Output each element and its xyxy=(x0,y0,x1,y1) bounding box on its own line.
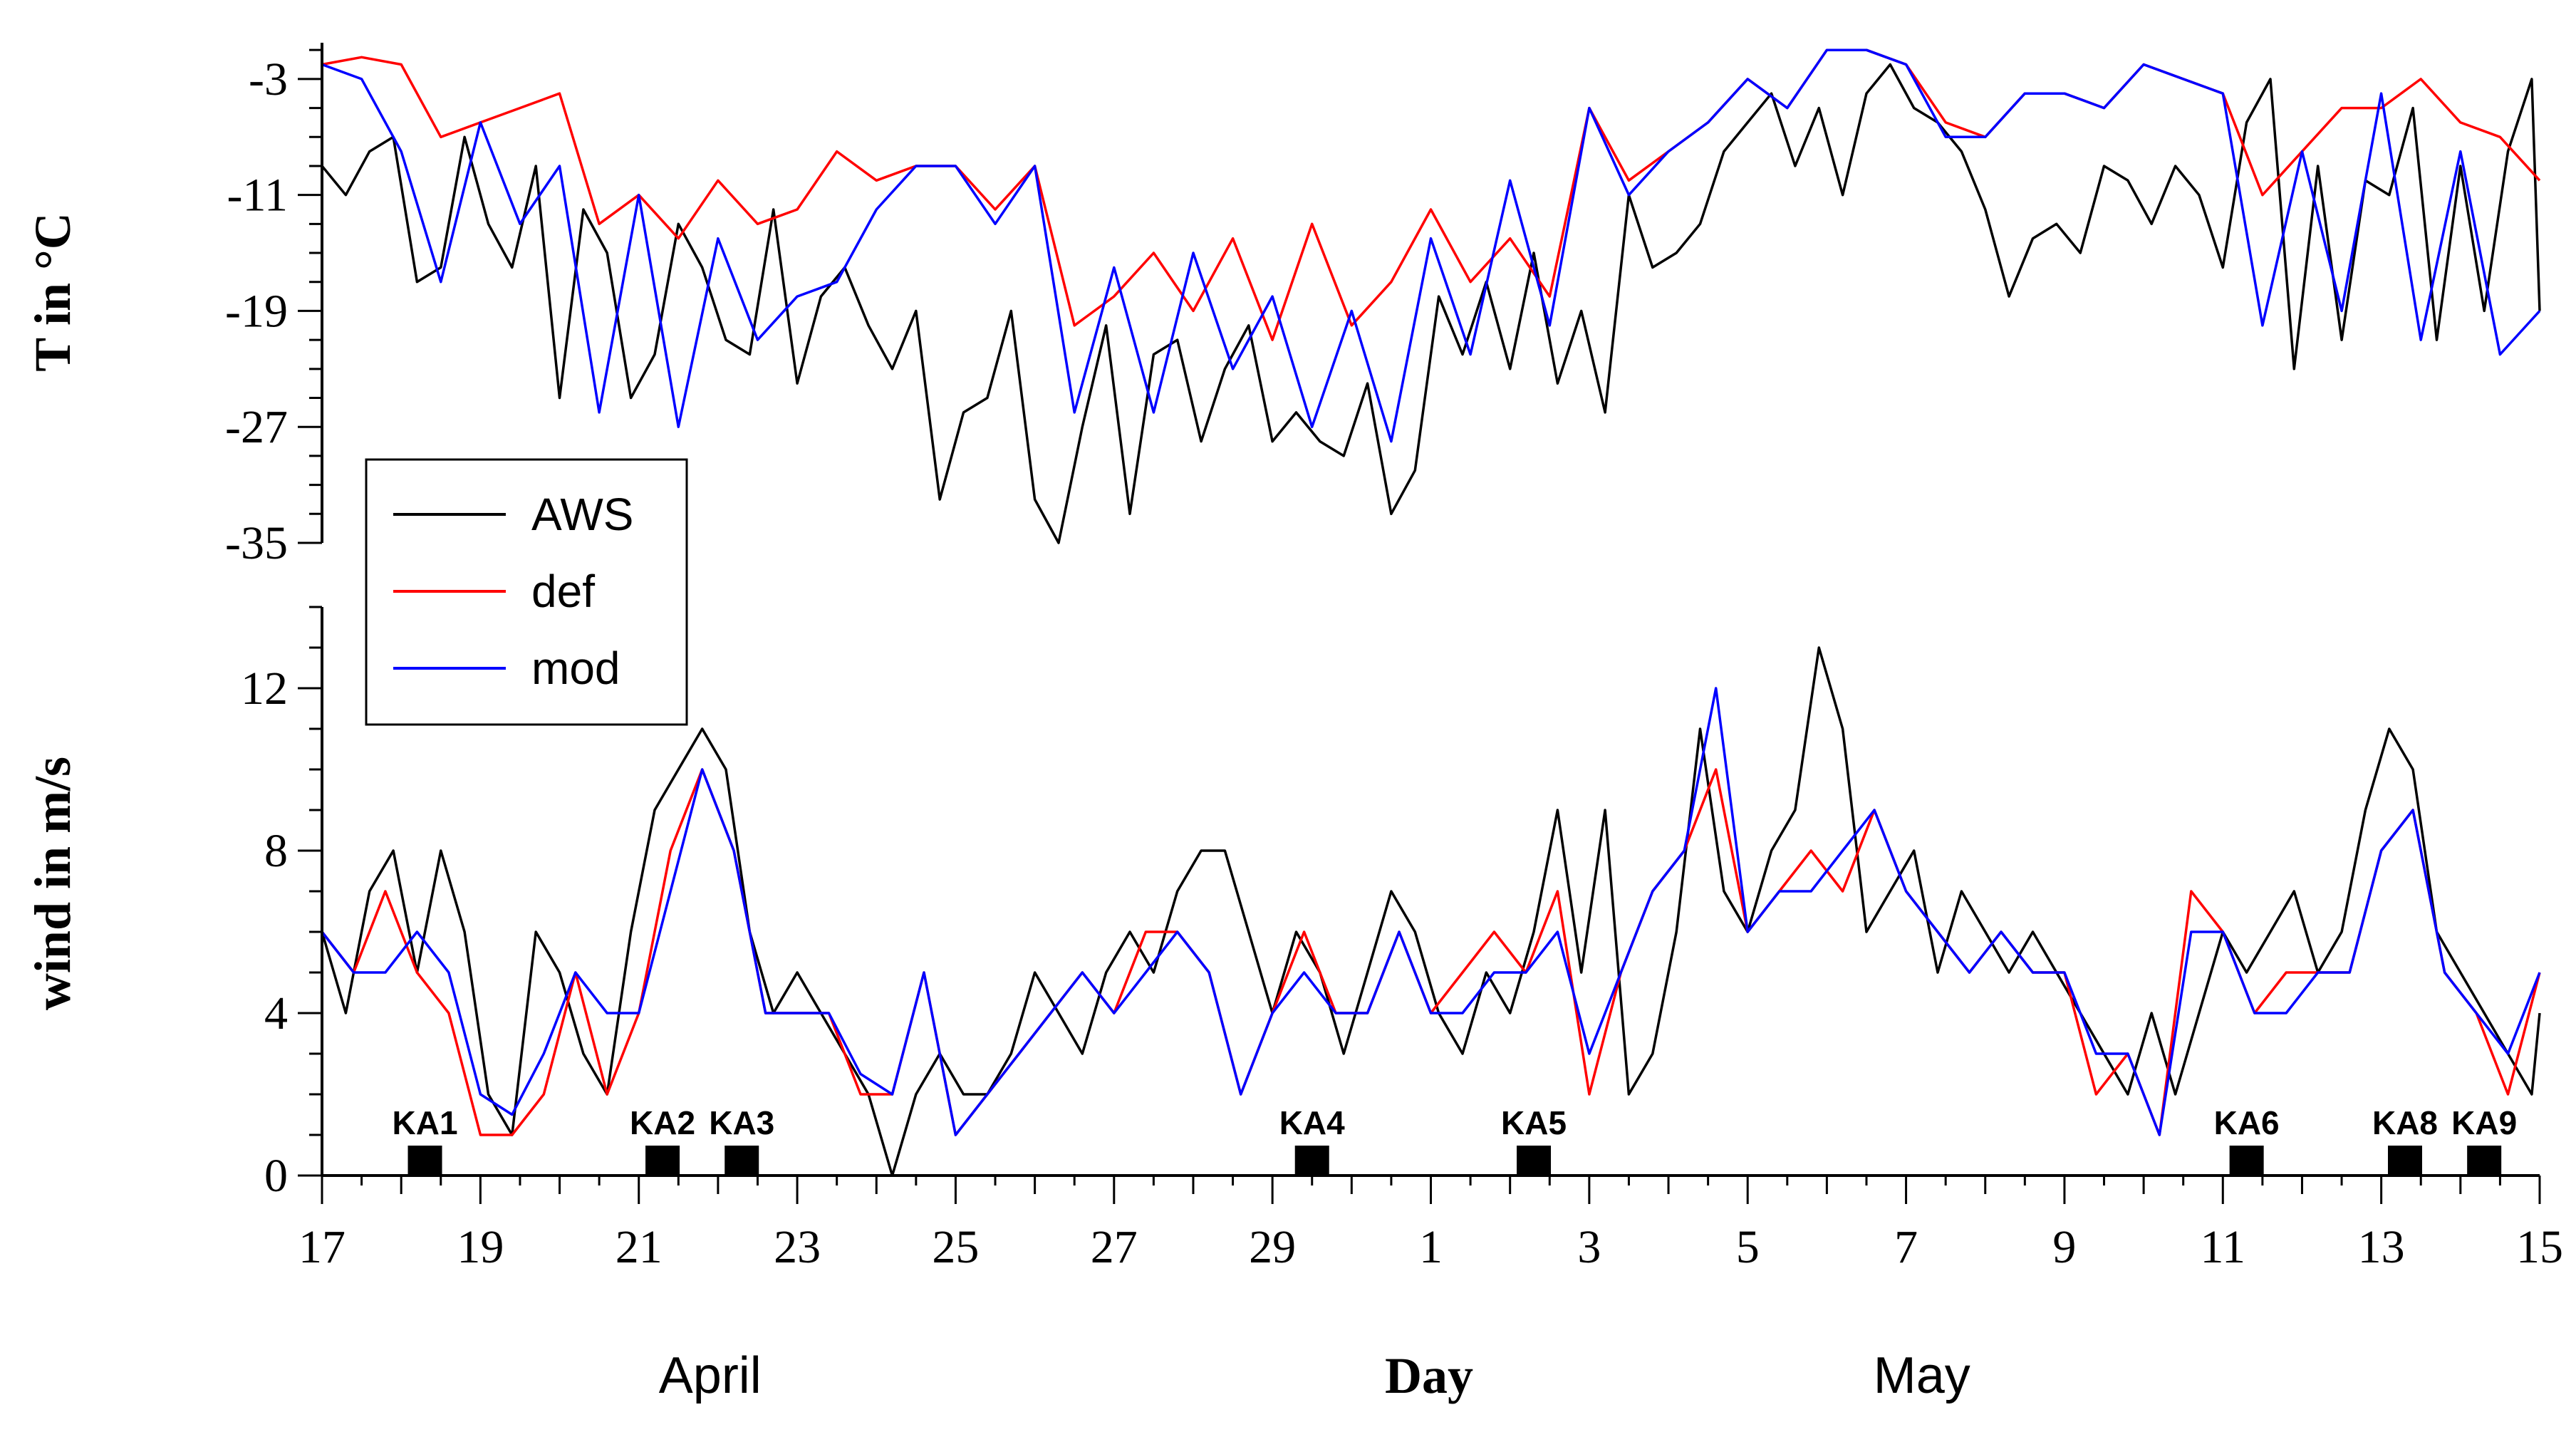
x-tick-label: 23 xyxy=(774,1221,821,1273)
x-tick-label: 19 xyxy=(457,1221,504,1273)
temperature-panel: -35 -27 -19 -11 -3 T in °C xyxy=(24,43,2541,569)
wind-y-tick-label: 4 xyxy=(264,987,288,1039)
temperature-y-ticks: -35 -27 -19 -11 -3 xyxy=(225,48,322,569)
legend-label-aws: AWS xyxy=(531,489,633,540)
x-axis: 17 19 21 23 25 27 29 1 3 5 7 9 11 13 15 April May Day xyxy=(298,1174,2563,1404)
temperature-y-tick-label: -11 xyxy=(227,170,288,222)
event-label: KA4 xyxy=(1279,1104,1345,1141)
event-marker xyxy=(2387,1146,2422,1177)
month-label: April xyxy=(659,1347,762,1404)
x-tick-label: 25 xyxy=(932,1221,979,1273)
x-ticks: 17 19 21 23 25 27 29 1 3 5 7 9 11 13 15 xyxy=(298,1176,2563,1273)
wind-y-tick-label: 8 xyxy=(264,825,288,877)
event-marker xyxy=(1294,1146,1329,1177)
temperature-series xyxy=(321,48,2541,544)
event-label: KA2 xyxy=(630,1104,695,1141)
wind-axis-title: wind in m/s xyxy=(24,757,81,1010)
wind-series xyxy=(321,646,2541,1177)
legend-label-def: def xyxy=(531,566,595,617)
event-marker xyxy=(2229,1146,2264,1177)
event-label: KA3 xyxy=(709,1104,774,1141)
event-label: KA9 xyxy=(2451,1104,2517,1141)
wind-y-tick-label: 0 xyxy=(264,1150,288,1202)
x-tick-label: 29 xyxy=(1249,1221,1296,1273)
x-tick-label: 27 xyxy=(1091,1221,1138,1273)
event-label: KA6 xyxy=(2214,1104,2280,1141)
x-tick-label: 1 xyxy=(1419,1221,1443,1273)
event-marker xyxy=(1517,1146,1552,1177)
x-tick-label: 17 xyxy=(298,1221,346,1273)
temperature-y-tick-label: -3 xyxy=(249,53,288,105)
event-label: KA8 xyxy=(2372,1104,2438,1141)
event-marker xyxy=(2467,1146,2502,1177)
legend: AWS def mod xyxy=(365,458,688,726)
temperature-y-tick-label: -27 xyxy=(225,401,288,453)
x-tick-label: 5 xyxy=(1736,1221,1760,1273)
temperature-def-line xyxy=(321,48,2541,341)
x-tick-label: 9 xyxy=(2052,1221,2076,1273)
wind-y-tick-label: 12 xyxy=(241,663,288,715)
month-labels: April May xyxy=(659,1347,1970,1404)
x-axis-title: Day xyxy=(1385,1347,1473,1404)
event-label: KA5 xyxy=(1501,1104,1567,1141)
event-marker xyxy=(407,1146,442,1177)
event-label: KA1 xyxy=(393,1104,458,1141)
x-tick-label: 13 xyxy=(2358,1221,2405,1273)
x-tick-label: 3 xyxy=(1577,1221,1601,1273)
x-tick-label: 15 xyxy=(2516,1221,2563,1273)
wind-mod-line xyxy=(321,687,2541,1136)
temperature-axis-title: T in °C xyxy=(24,212,81,372)
x-tick-label: 7 xyxy=(1894,1221,1918,1273)
x-tick-label: 21 xyxy=(616,1221,663,1273)
x-tick-label: 11 xyxy=(2201,1221,2246,1273)
event-markers: KA1 KA2 KA3 KA4 KA5 KA6 KA8 KA9 xyxy=(393,1104,2517,1177)
event-marker xyxy=(645,1146,680,1177)
wind-y-ticks: 0 4 8 12 xyxy=(241,606,322,1202)
event-marker xyxy=(724,1146,759,1177)
temperature-y-tick-label: -35 xyxy=(225,517,288,569)
legend-label-mod: mod xyxy=(531,643,620,694)
legend-items: AWS def mod xyxy=(393,489,633,694)
temperature-y-tick-label: -19 xyxy=(225,285,288,337)
temperature-aws-line xyxy=(321,63,2541,544)
temperature-mod-line xyxy=(321,48,2541,443)
month-label: May xyxy=(1874,1347,1970,1404)
